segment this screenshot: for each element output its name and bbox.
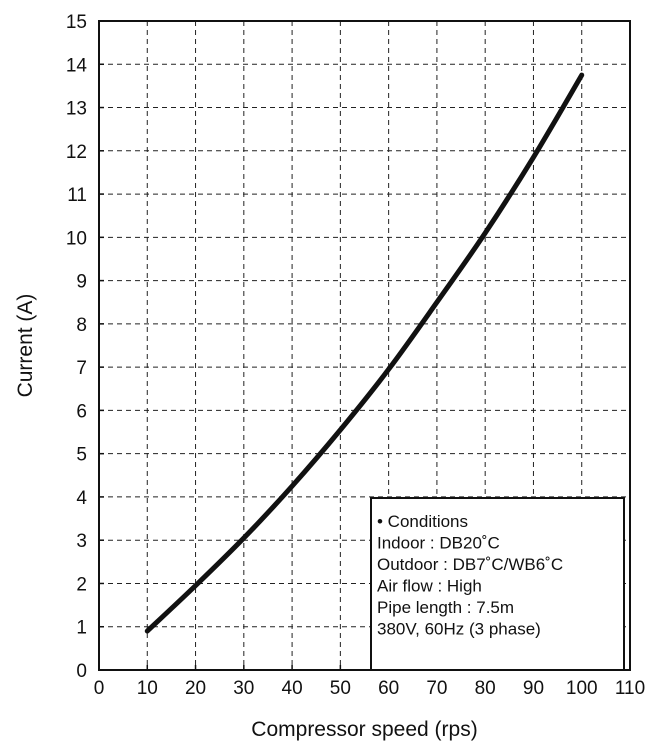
- y-tick-label: 7: [76, 358, 87, 379]
- y-tick-label: 5: [76, 445, 87, 466]
- x-tick-label: 70: [426, 678, 447, 699]
- y-tick-label: 2: [76, 574, 87, 595]
- y-tick-label: 1: [76, 618, 87, 639]
- series-layer: [144, 72, 585, 634]
- x-tick-label: 40: [282, 678, 303, 699]
- x-axis-ticks: 0 10 20 30 40 50 60 70 80 90 100 110: [94, 665, 645, 699]
- x-tick-label: 30: [233, 678, 254, 699]
- x-tick-label: 20: [185, 678, 206, 699]
- y-tick-label: 0: [76, 661, 87, 682]
- x-tick-label: 100: [566, 678, 598, 699]
- condition-line: Pipe length : 7.5m: [377, 598, 514, 617]
- condition-line: Air flow : High: [377, 577, 482, 596]
- y-tick-label: 9: [76, 272, 87, 293]
- y-tick-label: 10: [66, 228, 87, 249]
- conditions-box: • Conditions Indoor : DB20˚C Outdoor : DB7…: [370, 497, 625, 671]
- plot-area-frame: [98, 20, 631, 671]
- conditions-box-frame: [370, 497, 625, 671]
- condition-line: 380V, 60Hz (3 phase): [377, 620, 541, 639]
- x-tick-label: 10: [137, 678, 158, 699]
- y-tick-label: 11: [67, 185, 87, 206]
- condition-line: Indoor : DB20˚C: [377, 534, 500, 553]
- x-tick-label: 50: [330, 678, 351, 699]
- y-tick-label: 3: [76, 531, 87, 552]
- condition-line: Outdoor : DB7˚C/WB6˚C: [377, 555, 563, 574]
- y-axis-title: Current (A): [14, 294, 37, 398]
- series-line: [144, 72, 585, 634]
- x-tick-label: 60: [378, 678, 399, 699]
- x-axis-title: Compressor speed (rps): [251, 718, 477, 741]
- y-tick-label: 6: [76, 401, 87, 422]
- x-tick-label: 0: [94, 678, 105, 699]
- y-tick-label: 4: [76, 488, 87, 509]
- x-tick-label: 110: [615, 678, 645, 699]
- y-tick-label: 8: [76, 315, 87, 336]
- x-tick-label: 90: [523, 678, 544, 699]
- y-tick-label: 13: [66, 99, 87, 120]
- y-tick-label: 12: [66, 142, 87, 163]
- condition-line: • Conditions: [377, 512, 468, 531]
- y-tick-label: 14: [66, 55, 88, 76]
- x-tick-label: 80: [475, 678, 496, 699]
- y-tick-label: 15: [66, 12, 87, 33]
